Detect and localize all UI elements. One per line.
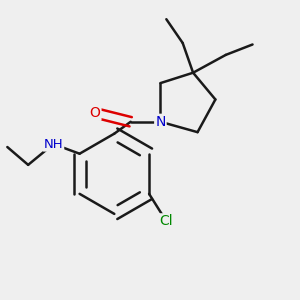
Text: N: N — [155, 115, 166, 129]
Text: O: O — [90, 106, 101, 120]
Text: Cl: Cl — [160, 214, 173, 228]
Text: NH: NH — [44, 138, 63, 151]
